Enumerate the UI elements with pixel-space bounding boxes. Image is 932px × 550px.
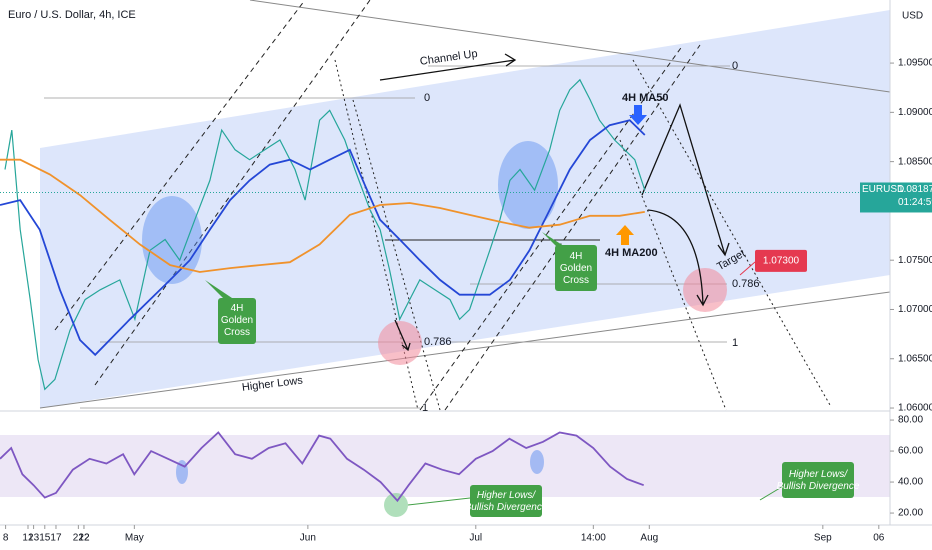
target-label: 1.07300 bbox=[763, 256, 800, 267]
annotation: 4H MA50 bbox=[622, 92, 668, 104]
arrows bbox=[379, 53, 730, 352]
series-line bbox=[0, 431, 645, 503]
y-tick-label: 1.06500 bbox=[898, 353, 932, 364]
dashed-channel bbox=[54, 0, 701, 411]
chart-title: Euro / U.S. Dollar, 4h, ICE bbox=[8, 9, 136, 21]
x-tick-label: 8 bbox=[3, 533, 9, 544]
highlight bbox=[378, 321, 422, 365]
callout-text: Higher Lows/Bullish Divergence bbox=[777, 469, 860, 492]
fib-label: 0.786 bbox=[424, 336, 452, 348]
x-tick-label: 22 bbox=[78, 533, 90, 544]
x-tick-label: 15 bbox=[39, 533, 51, 544]
x-tick-label: 22 bbox=[78, 533, 90, 544]
price-tag-symbol: EURUSD bbox=[862, 184, 904, 195]
y-tick-label: 1.07000 bbox=[898, 304, 932, 315]
x-tick-label: 12 bbox=[22, 533, 34, 544]
arrow-down bbox=[629, 105, 647, 125]
y-tick-label: 40.00 bbox=[898, 477, 923, 488]
fib-labels: 0 0.786 1 0 0.786 1 bbox=[422, 60, 760, 414]
trend-line bbox=[39, 291, 891, 409]
x-tick-label: 13 bbox=[28, 533, 40, 544]
callout-text: 4H Golden Cross bbox=[560, 251, 592, 286]
x-tick-label: 14:00 bbox=[581, 533, 606, 544]
highlight bbox=[683, 268, 727, 312]
y-tick-label: 20.00 bbox=[898, 508, 923, 519]
fib-label: 1 bbox=[732, 337, 738, 349]
arrow-up bbox=[616, 225, 634, 245]
fib-label: 0.786 bbox=[732, 278, 760, 290]
plots bbox=[0, 78, 890, 503]
y-tick-label: 1.08500 bbox=[898, 156, 932, 167]
y-tick-label: 1.07500 bbox=[898, 255, 932, 266]
series-line bbox=[4, 78, 646, 391]
axis-unit: USD bbox=[902, 11, 923, 22]
price-tag-value: 1.08187 bbox=[898, 184, 932, 195]
series-line bbox=[0, 119, 646, 357]
y-tick-label: 80.00 bbox=[898, 415, 923, 426]
x-tick-label: Jun bbox=[300, 533, 316, 544]
x-tick-label: Jul bbox=[469, 533, 482, 544]
x-tick-label: Aug bbox=[640, 533, 658, 544]
target-box bbox=[755, 249, 807, 272]
x-tick-label: May bbox=[125, 533, 144, 544]
callout-text: Higher Lows/Bullish Divergence bbox=[465, 490, 548, 513]
fib-label: 0 bbox=[424, 92, 430, 104]
series-line bbox=[0, 158, 645, 273]
y-tick-label: 1.06000 bbox=[898, 403, 932, 414]
drawings bbox=[0, 0, 932, 526]
x-tick-label: 21 bbox=[73, 533, 85, 544]
x-tick-label: Sep bbox=[814, 533, 832, 544]
highlight bbox=[384, 493, 408, 517]
highlight bbox=[498, 141, 558, 229]
price-tag-countdown: 01:24:59 bbox=[898, 197, 932, 208]
rsi-band bbox=[0, 435, 890, 497]
fib-label: 0 bbox=[732, 60, 738, 72]
x-tick-label: 17 bbox=[50, 533, 62, 544]
target-line bbox=[739, 261, 756, 276]
annotation: 4H MA200 bbox=[605, 247, 658, 259]
callouts bbox=[205, 232, 854, 517]
price-tag bbox=[860, 182, 932, 213]
x-tick-label: 06 bbox=[873, 533, 885, 544]
trend-line bbox=[249, 0, 891, 93]
y-tick-label: 60.00 bbox=[898, 446, 923, 457]
dotted-channel bbox=[334, 59, 831, 411]
y-tick-label: 1.09000 bbox=[898, 107, 932, 118]
fib-label: 1 bbox=[422, 402, 428, 414]
y-tick-label: 1.09500 bbox=[898, 58, 932, 69]
highlight bbox=[530, 450, 544, 474]
callout-text: 4H Golden Cross bbox=[221, 303, 253, 338]
